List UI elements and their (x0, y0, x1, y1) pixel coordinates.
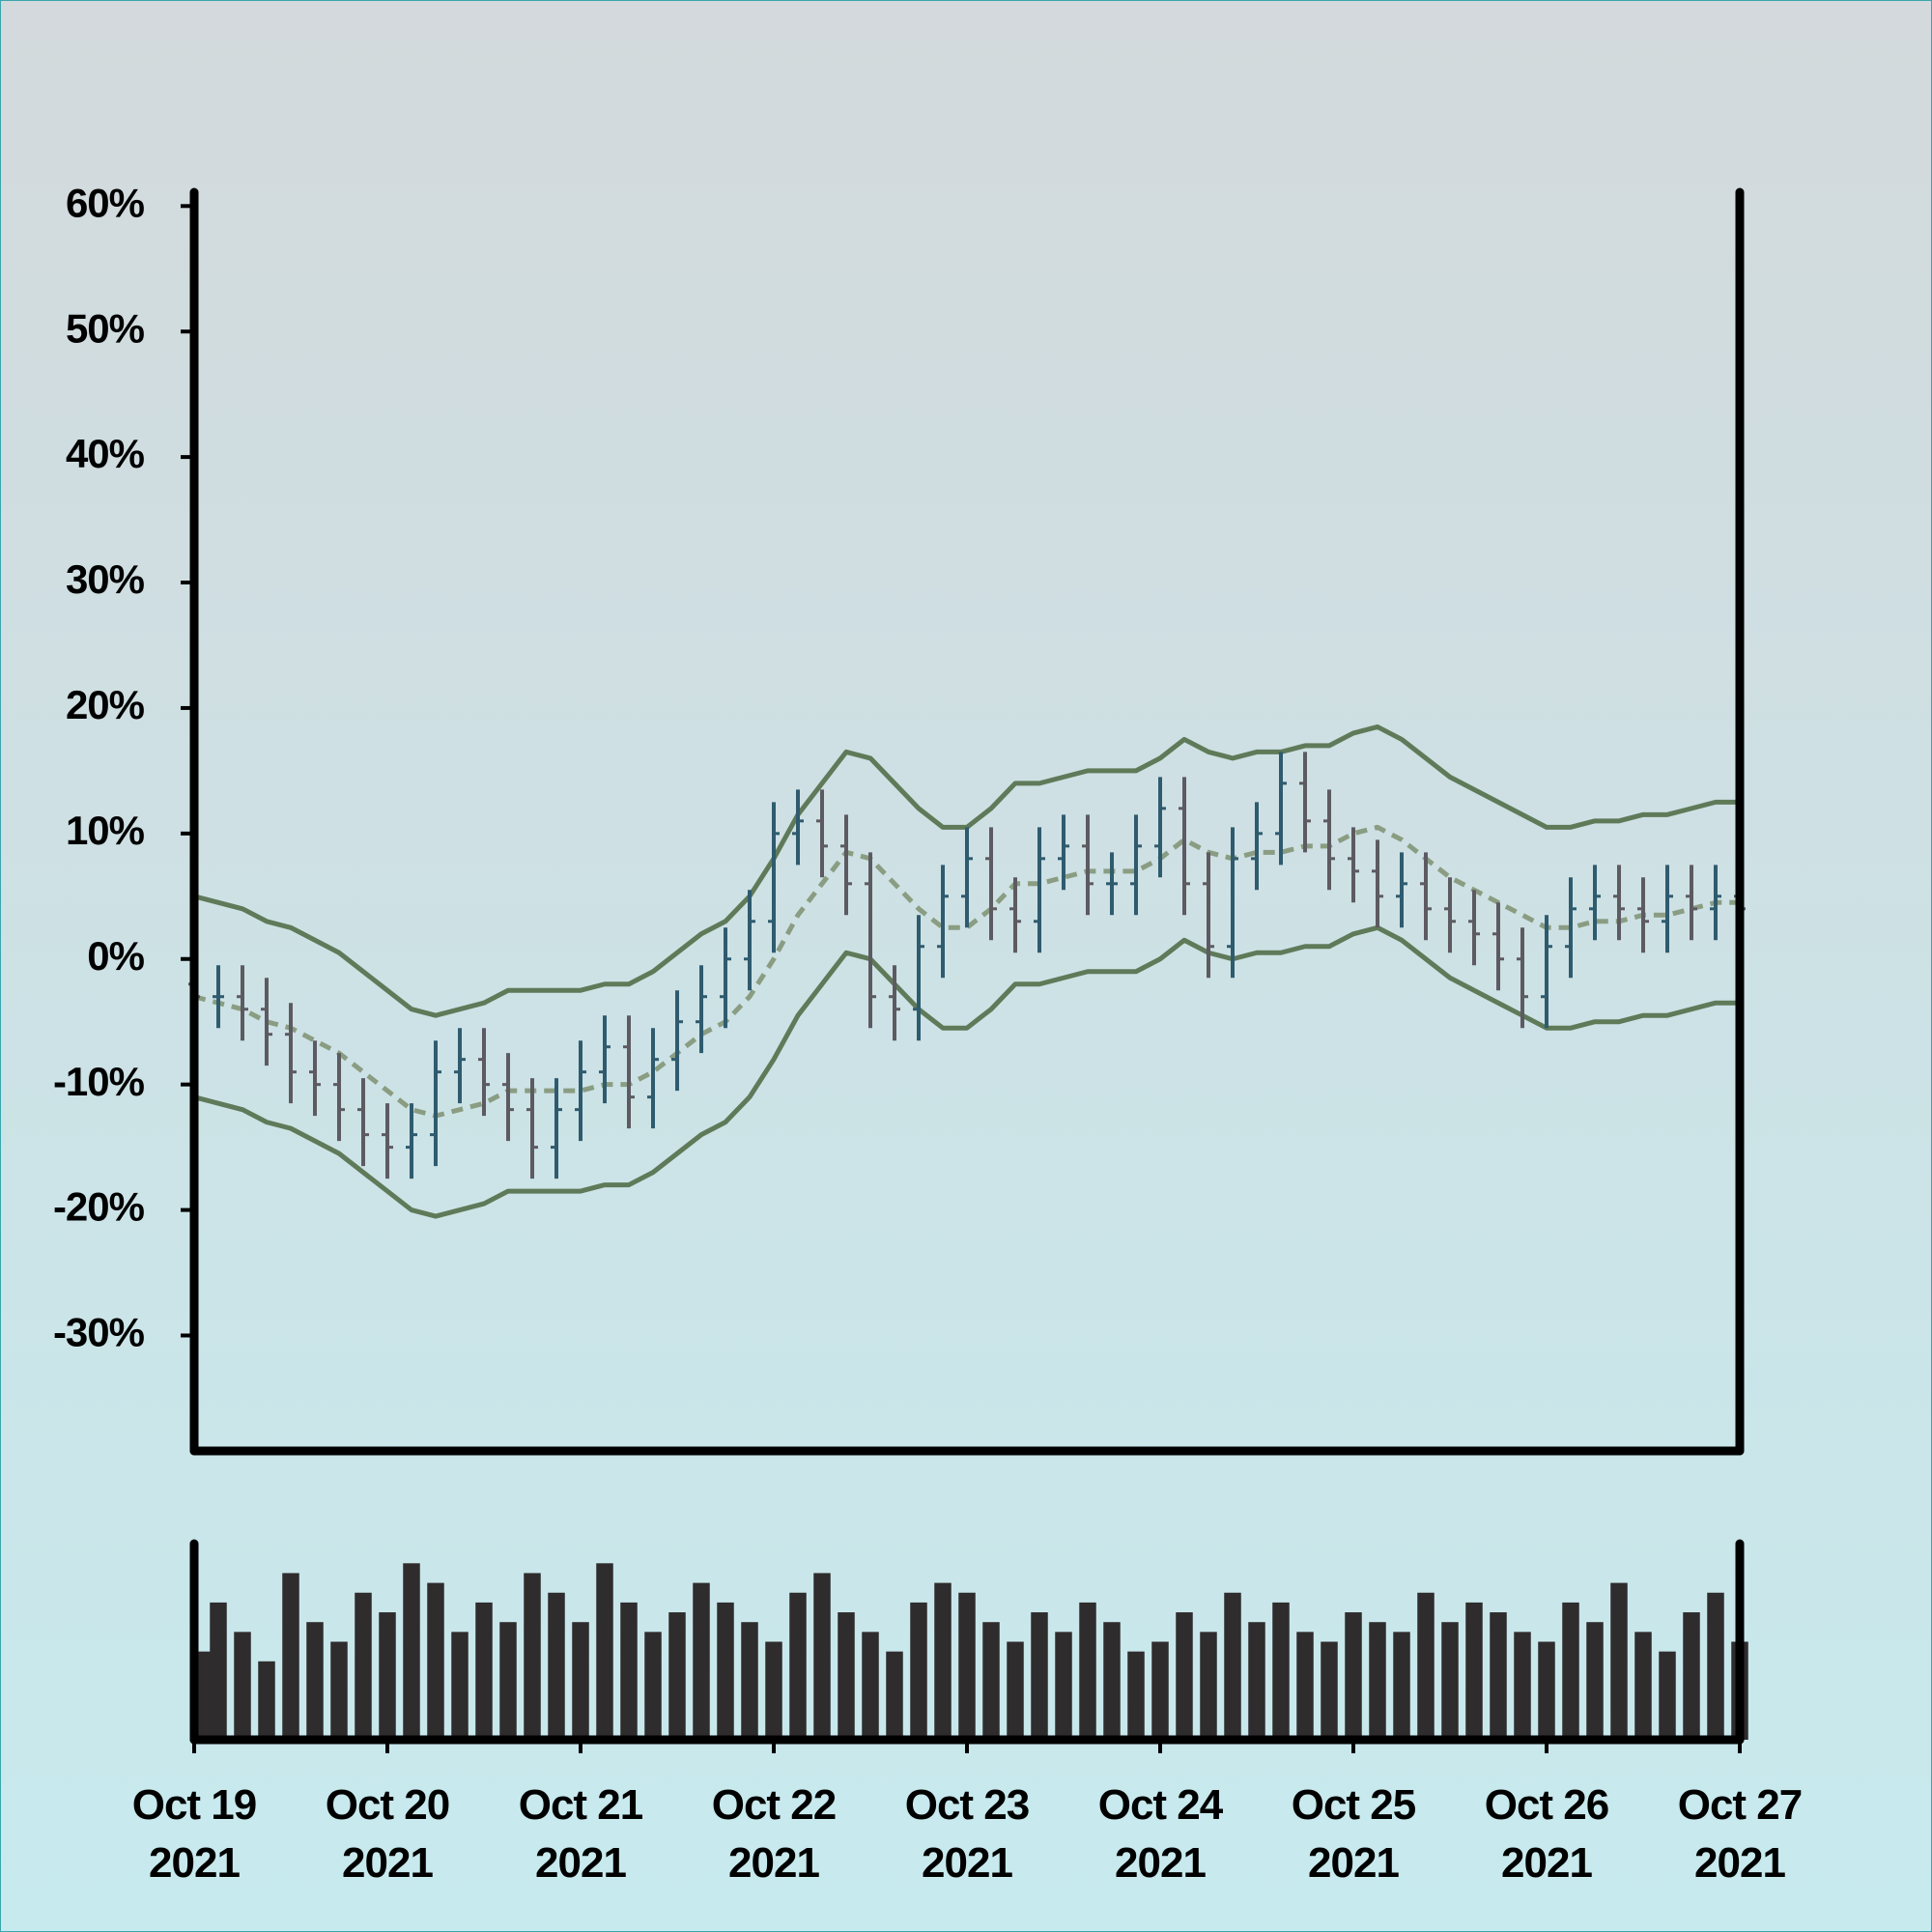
y-tick-label: 30% (66, 556, 145, 602)
volume-bar (1321, 1641, 1338, 1740)
volume-bar (1683, 1612, 1700, 1740)
y-tick-label: 10% (66, 808, 145, 853)
volume-bar (234, 1632, 251, 1740)
volume-bar (596, 1563, 613, 1740)
volume-bar (644, 1632, 662, 1740)
middle-band (193, 824, 1740, 1119)
volume-bar (1248, 1622, 1265, 1740)
volume-bar (1031, 1612, 1048, 1740)
volume-bar (475, 1602, 493, 1740)
volume-bar (210, 1602, 227, 1740)
x-tick-label: Oct 26 2021 (1484, 1781, 1610, 1887)
volume-bar (1393, 1632, 1410, 1740)
volume-bar (1634, 1632, 1652, 1740)
x-tick-label: Oct 19 2021 (131, 1781, 258, 1887)
volume-bar (1055, 1632, 1072, 1740)
x-tick-label: Oct 27 2021 (1677, 1781, 1804, 1887)
volume-bar (282, 1573, 299, 1740)
volume-bar (330, 1641, 348, 1740)
volume-bar (862, 1632, 879, 1740)
volume-bar (1659, 1651, 1676, 1740)
x-tick-label: Oct 25 2021 (1291, 1781, 1417, 1887)
volume-bar (813, 1573, 831, 1740)
volume-bar (620, 1602, 638, 1740)
volume-bar (1538, 1641, 1555, 1740)
y-tick-label: -30% (53, 1310, 145, 1355)
volume-bar (1296, 1632, 1314, 1740)
volume-bar (1007, 1641, 1024, 1740)
volume-bar (548, 1592, 565, 1740)
y-tick-label: 0% (87, 933, 144, 979)
volume-bar (1127, 1651, 1145, 1740)
volume-bar (1610, 1582, 1628, 1740)
volume-bar (1224, 1592, 1241, 1740)
volume-bar (1079, 1602, 1096, 1740)
volume-bar (403, 1563, 420, 1740)
volume-bar (1490, 1612, 1507, 1740)
volume-bar (379, 1612, 396, 1740)
volume-bar (1514, 1632, 1531, 1740)
volume-bar (668, 1612, 686, 1740)
volume-bar (1103, 1622, 1121, 1740)
volume-bar (982, 1622, 1000, 1740)
volume-bar (934, 1582, 952, 1740)
x-tick-label: Oct 21 2021 (518, 1781, 644, 1887)
volume-bar (1562, 1602, 1579, 1740)
y-tick-label: -10% (53, 1059, 145, 1104)
volume-bar (1465, 1602, 1483, 1740)
volume-bar (741, 1622, 758, 1740)
volume-bar (572, 1622, 589, 1740)
volume-bar (1707, 1592, 1724, 1740)
y-tick-label: 60% (66, 180, 145, 225)
volume-bar (427, 1582, 444, 1740)
volume-bar (524, 1573, 541, 1740)
volume-bar (1417, 1592, 1435, 1740)
volume-bar (717, 1602, 734, 1740)
volume-bar (306, 1622, 324, 1740)
volume-bar (1200, 1632, 1217, 1740)
volume-bar (789, 1592, 807, 1740)
volume-bar (451, 1632, 469, 1740)
volume-bar (1441, 1622, 1459, 1740)
volume-bar (355, 1592, 372, 1740)
volume-bar (1369, 1622, 1386, 1740)
volume-bar (1345, 1612, 1362, 1740)
volume-bar (838, 1612, 855, 1740)
volume-bar (1176, 1612, 1193, 1740)
lower-band (193, 924, 1740, 1219)
x-tick-label: Oct 24 2021 (1097, 1781, 1224, 1887)
volume-bar (693, 1582, 710, 1740)
x-tick-label: Oct 22 2021 (711, 1781, 838, 1887)
x-tick-label: Oct 20 2021 (325, 1781, 451, 1887)
volume-bar (258, 1661, 275, 1740)
x-tick-label: Oct 23 2021 (904, 1781, 1031, 1887)
y-tick-label: 40% (66, 431, 145, 476)
volume-bar (910, 1602, 927, 1740)
y-tick-label: 50% (66, 305, 145, 351)
y-tick-label: 20% (66, 682, 145, 727)
volume-bar (886, 1651, 903, 1740)
volume-bar (765, 1641, 782, 1740)
volume-bar (1586, 1622, 1604, 1740)
volume-bar (499, 1622, 517, 1740)
y-tick-label: -20% (53, 1184, 145, 1230)
volume-bar (1151, 1641, 1169, 1740)
volume-bar (958, 1592, 976, 1740)
volume-bar (1272, 1602, 1290, 1740)
